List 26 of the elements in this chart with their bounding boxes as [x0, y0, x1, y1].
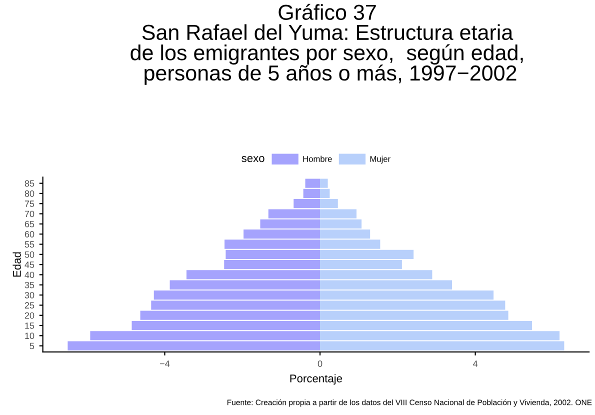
y-tick-label: 75 [24, 200, 34, 207]
legend-label: Hombre [303, 156, 332, 162]
y-tick-label: 35 [24, 282, 34, 288]
y-tick-label: 25 [24, 302, 34, 309]
y-tick-label: 85 [24, 180, 34, 187]
y-tick-label: 20 [24, 312, 34, 319]
y-tick-label: 70 [24, 210, 34, 218]
y-tick-label: 65 [24, 220, 34, 228]
x-tick-label: −4 [160, 360, 170, 367]
y-tick-label: 5 [30, 342, 34, 350]
legend-label: Mujer [370, 156, 390, 164]
legend-title: sexo [242, 156, 264, 162]
y-tick-label: 55 [24, 241, 34, 248]
y-tick-label: 30 [24, 292, 34, 298]
y-tick-label: 80 [24, 190, 34, 197]
y-tick-label: 15 [25, 322, 34, 329]
chart-title: Gráfico 37 San Rafael del Yuma: Estructura etaria de los emigrantes por sexo, según edad, personas de 5 años o más, 1997−2002 [130, 4, 523, 85]
y-tick-label: 60 [24, 231, 34, 238]
x-tick-label: 0 [318, 360, 322, 367]
y-tick-label: 40 [24, 272, 34, 278]
y-tick-label: 50 [24, 251, 34, 258]
x-axis-title: Porcentaje [290, 374, 342, 385]
y-axis-title: Edad [12, 252, 21, 277]
y-tick-label: 45 [24, 262, 34, 268]
x-tick-label: 4 [473, 360, 478, 367]
y-tick-label: 10 [25, 332, 34, 340]
